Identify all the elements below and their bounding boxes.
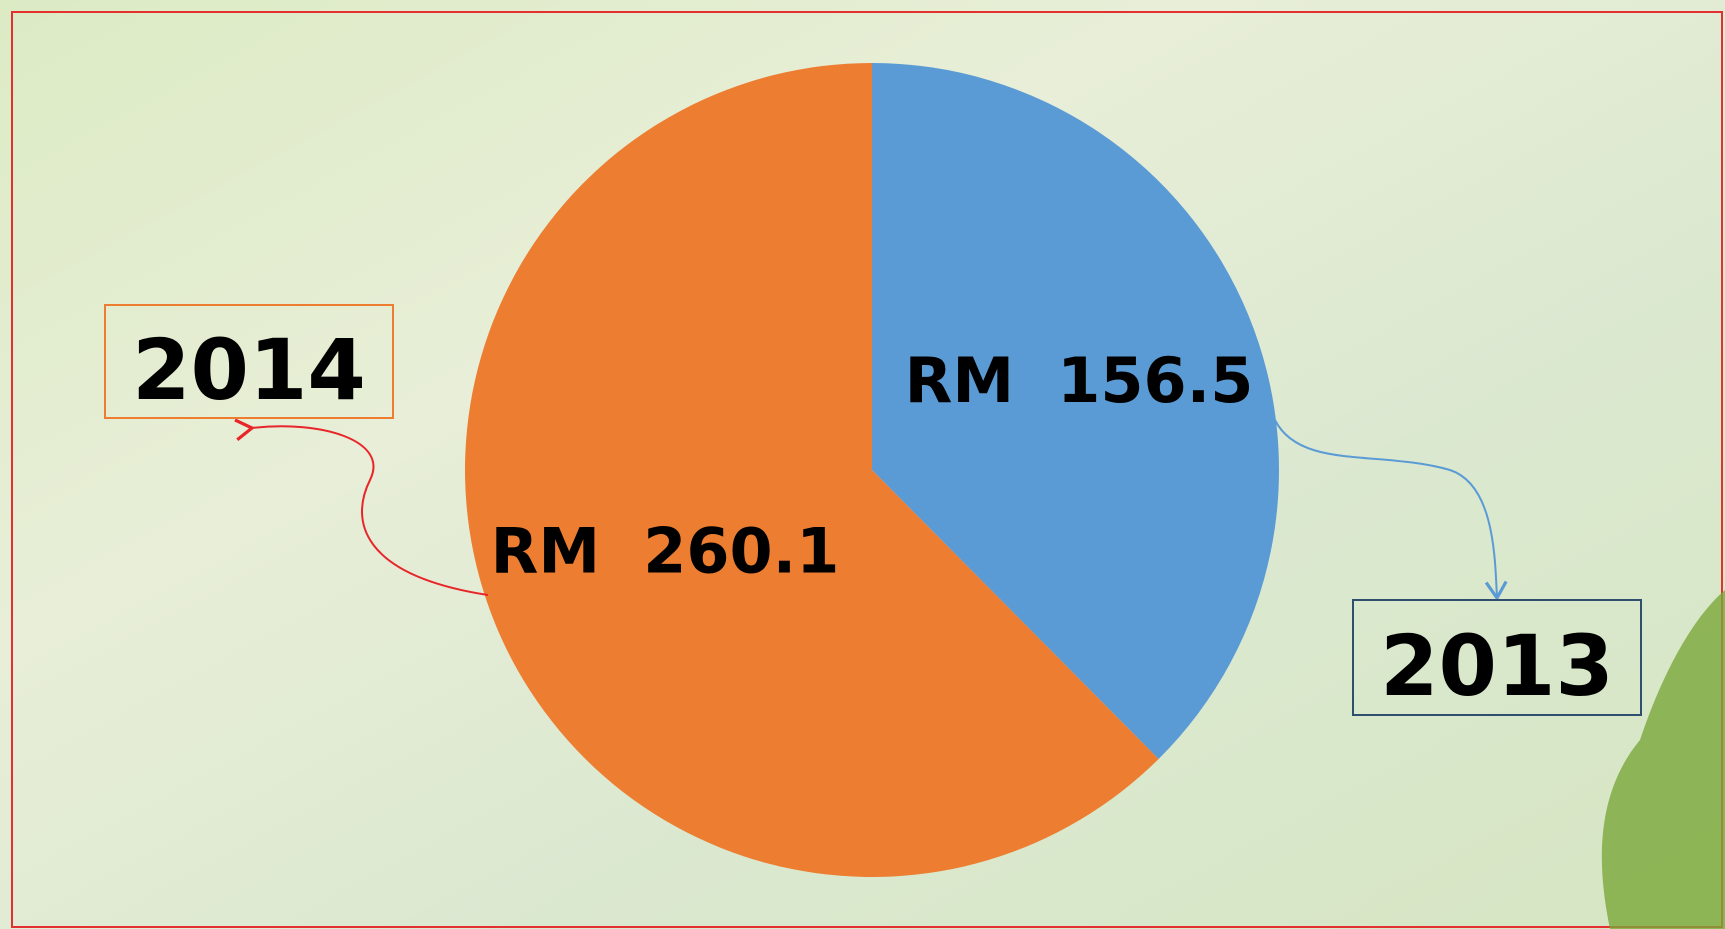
legend-box <box>1352 599 1642 716</box>
pie-slice <box>464 63 1159 877</box>
arrow-2014 <box>234 418 489 596</box>
data-label: RM 260.1 <box>491 514 840 587</box>
pie-slice <box>872 63 1279 759</box>
arrow-2013 <box>1274 419 1508 602</box>
data-label: RM 156.5 <box>905 344 1254 417</box>
legend-label: 2013 <box>1380 617 1614 715</box>
leaf <box>1601 590 1725 929</box>
frame <box>11 11 1723 928</box>
legend-box <box>104 304 394 419</box>
legend-label: 2014 <box>132 321 366 419</box>
